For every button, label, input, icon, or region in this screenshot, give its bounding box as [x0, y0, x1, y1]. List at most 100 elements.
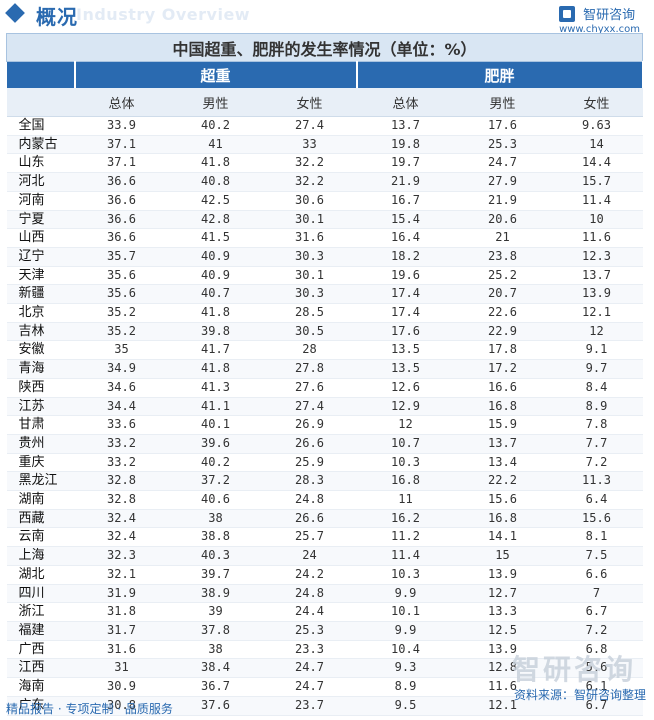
- table-row: 河北 36.6 40.8 32.2 21.9 27.9 15.7: [6, 172, 643, 192]
- rate-value: 32.4: [74, 509, 169, 529]
- rate-value: 8.9: [550, 397, 643, 417]
- rate-value: 37.1: [74, 153, 169, 174]
- rate-value: 31.8: [74, 602, 169, 622]
- province-name: 贵州: [6, 434, 75, 454]
- province-name: 天津: [6, 266, 75, 286]
- rate-value: 37.1: [74, 135, 169, 155]
- rate-value: 35.6: [74, 284, 169, 305]
- rate-value: 9.3: [356, 658, 455, 679]
- rate-value: 13.7: [454, 434, 551, 454]
- rate-value: 41.3: [168, 378, 263, 398]
- rate-value: 16.7: [356, 191, 455, 211]
- rate-value: 13.4: [454, 453, 551, 473]
- rate-value: 36.6: [74, 191, 169, 211]
- rate-value: 24.8: [262, 584, 357, 604]
- rate-value: 30.3: [262, 247, 357, 267]
- rate-value: 21.9: [454, 191, 551, 211]
- rate-value: 17.2: [454, 359, 551, 379]
- rate-value: 23.3: [262, 640, 357, 660]
- rate-value: 35: [74, 340, 169, 361]
- rate-value: 7.2: [550, 453, 643, 473]
- rate-value: 17.6: [454, 116, 551, 136]
- rate-value: 11.6: [454, 677, 551, 697]
- rate-value: 6.4: [550, 490, 643, 510]
- table-row: 内蒙古 37.1 41 33 19.8 25.3 14: [6, 135, 643, 155]
- rate-value: 6.8: [550, 640, 643, 660]
- rate-value: 39.7: [168, 565, 263, 585]
- table-row: 福建 31.7 37.8 25.3 9.9 12.5 7.2: [6, 621, 643, 641]
- rate-value: 27.8: [262, 359, 357, 379]
- rate-value: 9.1: [550, 340, 643, 361]
- rate-value: 28.3: [262, 471, 357, 492]
- rate-value: 18.2: [356, 247, 455, 267]
- table-row: 山西 36.6 41.5 31.6 16.4 21 11.6: [6, 228, 643, 248]
- diamond-icon: [5, 3, 25, 23]
- table-row: 天津 35.6 40.9 30.1 19.6 25.2 13.7: [6, 266, 643, 286]
- rate-value: 41.8: [168, 153, 263, 174]
- footer-tagline: 精品报告 · 专项定制 · 品质服务: [6, 702, 173, 716]
- subheader-overweight-male: 男性: [168, 88, 263, 117]
- rate-value: 6.7: [550, 696, 643, 716]
- province-name: 浙江: [6, 602, 75, 622]
- rate-value: 10.7: [356, 434, 455, 454]
- rate-value: 12: [550, 322, 643, 342]
- rate-value: 15.4: [356, 210, 455, 230]
- rate-value: 35.6: [74, 266, 169, 286]
- province-name: 黑龙江: [6, 471, 75, 492]
- brand-block: 智研咨询 www.chyxx.com: [559, 3, 640, 35]
- table-row: 重庆 33.2 40.2 25.9 10.3 13.4 7.2: [6, 453, 643, 473]
- table-row: 甘肃 33.6 40.1 26.9 12 15.9 7.8: [6, 415, 643, 435]
- rate-value: 9.5: [356, 696, 455, 716]
- top-bar: Industry Overview 概况 智研咨询 www.chyxx.com: [0, 0, 654, 35]
- rate-value: 10.4: [356, 640, 455, 660]
- rate-value: 38.9: [168, 584, 263, 604]
- province-name: 山西: [6, 228, 75, 248]
- rate-value: 15.9: [454, 415, 551, 435]
- rate-value: 41.8: [168, 359, 263, 379]
- rate-value: 21.9: [356, 172, 455, 192]
- rate-value: 38: [168, 640, 263, 660]
- rate-value: 31.6: [74, 640, 169, 660]
- rate-value: 22.9: [454, 322, 551, 342]
- rate-value: 24.2: [262, 565, 357, 585]
- rate-value: 16.4: [356, 228, 455, 248]
- subheader-overweight-total: 总体: [74, 88, 169, 117]
- group-header-overweight: 超重: [74, 61, 358, 88]
- rate-value: 25.9: [262, 453, 357, 473]
- rate-value: 40.2: [168, 116, 263, 136]
- rate-value: 32.2: [262, 153, 357, 174]
- rate-value: 39.6: [168, 434, 263, 454]
- rate-value: 30.1: [262, 210, 357, 230]
- rate-value: 36.7: [168, 677, 263, 697]
- province-name: 河南: [6, 191, 75, 211]
- rate-value: 11.6: [550, 228, 643, 248]
- rate-value: 32.2: [262, 172, 357, 192]
- rate-value: 42.8: [168, 210, 263, 230]
- table-row: 辽宁 35.7 40.9 30.3 18.2 23.8 12.3: [6, 247, 643, 267]
- rate-value: 8.9: [356, 677, 455, 697]
- rate-value: 27.4: [262, 397, 357, 417]
- rate-value: 38: [168, 509, 263, 529]
- province-name: 宁夏: [6, 210, 75, 230]
- rate-value: 31: [74, 658, 169, 679]
- rate-value: 17.4: [356, 284, 455, 305]
- table-row: 安徽 35 41.7 28 13.5 17.8 9.1: [6, 340, 643, 361]
- province-name: 北京: [6, 303, 75, 323]
- rate-value: 32.8: [74, 471, 169, 492]
- province-name: 吉林: [6, 322, 75, 342]
- obesity-table: 中国超重、肥胖的发生率情况（单位：%） 超重 肥胖 总体 男性 女性 总体 男性…: [6, 33, 644, 716]
- province-name: 新疆: [6, 284, 75, 305]
- rate-value: 7.2: [550, 621, 643, 641]
- province-name: 陕西: [6, 378, 75, 398]
- source-note: 资料来源：智研咨询整理: [513, 688, 646, 702]
- rate-value: 40.3: [168, 546, 263, 566]
- table-row: 四川 31.9 38.9 24.8 9.9 12.7 7: [6, 584, 643, 604]
- rate-value: 22.6: [454, 303, 551, 323]
- rate-value: 8.4: [550, 378, 643, 398]
- rate-value: 21: [454, 228, 551, 248]
- province-name: 安徽: [6, 340, 75, 361]
- rate-value: 14: [550, 135, 643, 155]
- rate-value: 25.7: [262, 527, 357, 548]
- rate-value: 14.4: [550, 153, 643, 174]
- rate-value: 36.6: [74, 172, 169, 192]
